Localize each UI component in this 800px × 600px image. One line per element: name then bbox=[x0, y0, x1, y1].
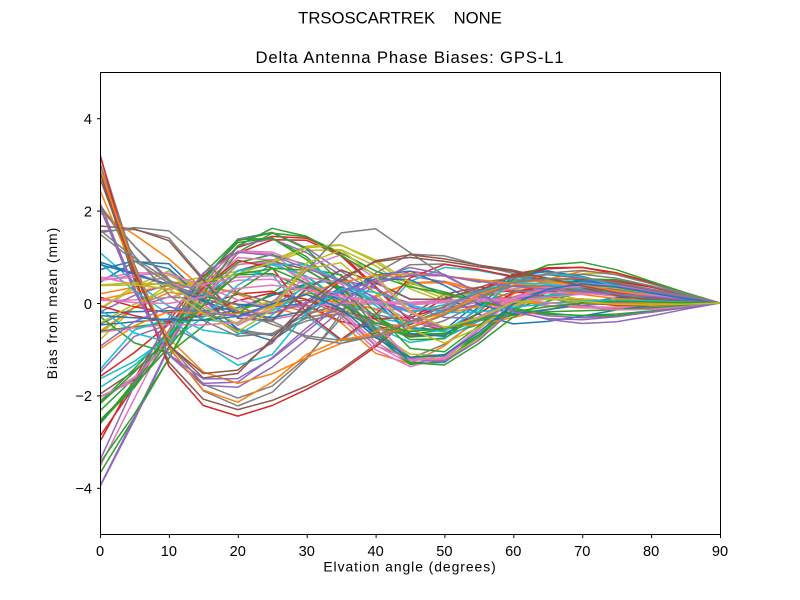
svg-text:4: 4 bbox=[84, 112, 92, 128]
svg-text:10: 10 bbox=[161, 544, 177, 560]
svg-text:0: 0 bbox=[96, 544, 104, 560]
svg-text:40: 40 bbox=[367, 544, 383, 560]
svg-text:60: 60 bbox=[505, 544, 521, 560]
svg-text:50: 50 bbox=[436, 544, 452, 560]
svg-text:−4: −4 bbox=[75, 482, 92, 498]
svg-text:0: 0 bbox=[84, 297, 92, 313]
svg-text:80: 80 bbox=[643, 544, 659, 560]
svg-text:−2: −2 bbox=[75, 389, 92, 405]
svg-text:90: 90 bbox=[712, 544, 728, 560]
svg-text:20: 20 bbox=[230, 544, 246, 560]
svg-text:Bias from mean (mm): Bias from mean (mm) bbox=[44, 227, 60, 380]
svg-text:Delta Antenna Phase Biases: GP: Delta Antenna Phase Biases: GPS-L1 bbox=[255, 48, 564, 67]
svg-text:TRSOSCARTREK NONE: TRSOSCARTREK NONE bbox=[298, 8, 502, 27]
svg-text:2: 2 bbox=[84, 204, 92, 220]
svg-text:Elvation angle (degrees): Elvation angle (degrees) bbox=[323, 559, 496, 575]
svg-text:70: 70 bbox=[574, 544, 590, 560]
svg-text:30: 30 bbox=[299, 544, 315, 560]
